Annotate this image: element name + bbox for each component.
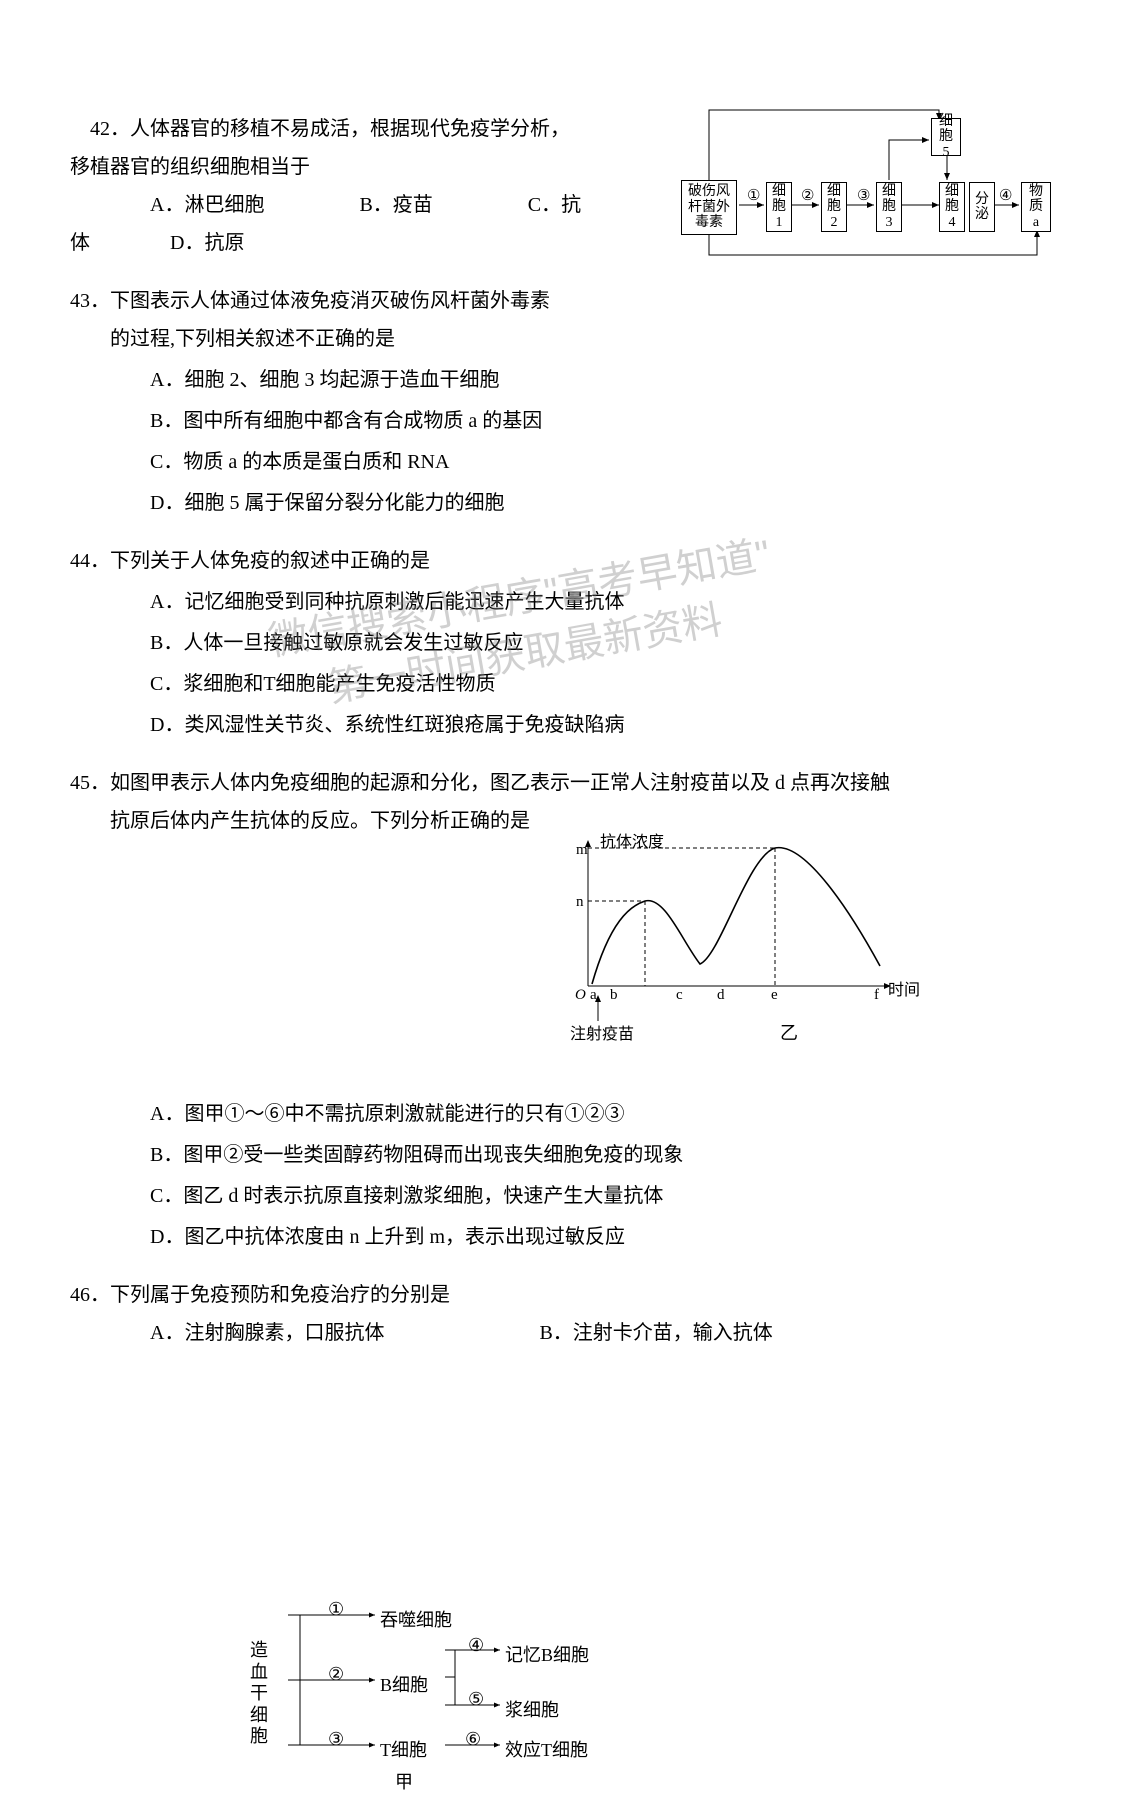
question-45: 45．如图甲表示人体内免疫细胞的起源和分化，图乙表示一正常人注射疫苗以及 d 点… (70, 764, 1059, 1256)
immune-flow-diagram: ① ② ③ ④ 破伤风 杆菌外 毒素 细 胞 1 细 胞 2 细 胞 3 细 胞… (679, 100, 1059, 270)
svg-text:O: O (575, 987, 586, 1003)
yi-svg: m n O a b c d e f (570, 836, 910, 1036)
figure-yi: m n O a b c d e f 抗体浓度 时间 注射疫苗 乙 (570, 836, 930, 1056)
svg-text:e: e (771, 987, 778, 1003)
q42-optA: A．淋巴细胞 (150, 186, 264, 224)
q46-stem: 下列属于免疫预防和免疫治疗的分别是 (110, 1284, 450, 1306)
svg-text:①: ① (747, 188, 760, 204)
q44-optC: C．浆细胞和T细胞能产生免疫活性物质 (150, 665, 1059, 703)
q43-optA: A．细胞 2、细胞 3 均起源于造血干细胞 (150, 361, 1059, 399)
svg-text:a: a (590, 987, 597, 1003)
svg-text:f: f (874, 987, 879, 1003)
jia-c2: ② (328, 1657, 344, 1691)
figure-jia: 造 血 干 细 胞 吞噬细胞 B细胞 T细胞 记忆B细胞 浆细胞 效应T细胞 ①… (250, 1590, 600, 1810)
svg-text:③: ③ (857, 188, 870, 204)
jia-caption: 甲 (395, 1765, 413, 1799)
q45-optC: C．图乙 d 时表示抗原直接刺激浆细胞，快速产生大量抗体 (150, 1177, 1059, 1215)
yi-caption: 乙 (780, 1016, 798, 1050)
jia-c6: ⑥ (465, 1722, 481, 1756)
jia-n2: B细胞 (380, 1668, 428, 1702)
jia-n4: 记忆B细胞 (505, 1638, 589, 1672)
svg-text:④: ④ (999, 188, 1012, 204)
node-substance-a: 物 质 a (1021, 182, 1051, 232)
question-44: 44．下列关于人体免疫的叙述中正确的是 A．记忆细胞受到同种抗原刺激后能迅速产生… (70, 542, 1059, 744)
q42-stem-line2: 移植器官的组织细胞相当于 (70, 156, 310, 178)
q43-optC: C．物质 a 的本质是蛋白质和 RNA (150, 443, 1059, 481)
jia-c4: ④ (468, 1628, 484, 1662)
q46-number: 46． (70, 1284, 110, 1306)
svg-text:c: c (676, 987, 683, 1003)
svg-text:n: n (576, 894, 584, 910)
node-toxin: 破伤风 杆菌外 毒素 (681, 180, 737, 235)
q44-number: 44． (70, 550, 110, 572)
q43-number: 43． (70, 290, 110, 312)
q43-stem2: 的过程,下列相关叙述不正确的是 (70, 320, 1059, 358)
q43-optD: D．细胞 5 属于保留分裂分化能力的细胞 (150, 484, 1059, 522)
svg-text:m: m (576, 842, 588, 858)
jia-root: 造 血 干 细 胞 (250, 1640, 272, 1748)
question-46: 46．下列属于免疫预防和免疫治疗的分别是 A．注射胸腺素，口服抗体 B．注射卡介… (70, 1276, 1059, 1352)
q45-optA: A．图甲①～⑥中不需抗原刺激就能进行的只有①②③ (150, 1095, 1059, 1133)
q44-stem: 下列关于人体免疫的叙述中正确的是 (110, 550, 430, 572)
node-cell2: 细 胞 2 (821, 182, 847, 232)
question-43: 43．下图表示人体通过体液免疫消灭破伤风杆菌外毒素 的过程,下列相关叙述不正确的… (70, 282, 1059, 522)
q42-stem: 42．人体器官的移植不易成活，根据现代免疫学分析， (70, 110, 659, 148)
q44-optB: B．人体一旦接触过敏原就会发生过敏反应 (150, 624, 1059, 662)
svg-text:②: ② (801, 188, 814, 204)
q45-optB: B．图甲②受一些类固醇药物阻碍而出现丧失细胞免疫的现象 (150, 1136, 1059, 1174)
jia-c5: ⑤ (468, 1682, 484, 1716)
q43-optB: B．图中所有细胞中都含有合成物质 a 的基因 (150, 402, 1059, 440)
node-cell5: 细 胞 5 (931, 118, 961, 156)
q42-optC: C．抗 (528, 194, 581, 216)
q42-optD: D．抗原 (170, 232, 244, 254)
node-cell3: 细 胞 3 (876, 182, 902, 232)
yi-inject: 注射疫苗 (570, 1020, 634, 1050)
jia-n6: 效应T细胞 (505, 1733, 588, 1767)
q45-stem2: 抗原后体内产生抗体的反应。下列分析正确的是 (70, 802, 1059, 840)
jia-c3: ③ (328, 1722, 344, 1756)
q42-optB: B．疫苗 (359, 186, 432, 224)
node-cell4: 细 胞 4 (939, 182, 965, 232)
q44-optD: D．类风湿性关节炎、系统性红斑狼疮属于免疫缺陷病 (150, 706, 1059, 744)
q45-number: 45． (70, 772, 110, 794)
q45-stem1: 如图甲表示人体内免疫细胞的起源和分化，图乙表示一正常人注射疫苗以及 d 点再次接… (110, 772, 890, 794)
q42-optC-cont: 体 (70, 232, 90, 254)
svg-text:b: b (610, 987, 618, 1003)
q46-optB: B．注射卡介苗，输入抗体 (539, 1314, 772, 1352)
node-secrete: 分 泌 (969, 182, 995, 232)
svg-text:d: d (717, 987, 725, 1003)
yi-ylabel: 抗体浓度 (600, 828, 664, 858)
jia-n1: 吞噬细胞 (380, 1603, 452, 1637)
jia-c1: ① (328, 1592, 344, 1626)
node-cell1: 细 胞 1 (766, 182, 792, 232)
q46-optA: A．注射胸腺素，口服抗体 (150, 1314, 384, 1352)
yi-xlabel: 时间 (888, 976, 920, 1006)
jia-n5: 浆细胞 (505, 1693, 559, 1727)
jia-n3: T细胞 (380, 1733, 427, 1767)
q44-optA: A．记忆细胞受到同种抗原刺激后能迅速产生大量抗体 (150, 583, 1059, 621)
q43-stem1: 下图表示人体通过体液免疫消灭破伤风杆菌外毒素 (110, 290, 550, 312)
q45-optD: D．图乙中抗体浓度由 n 上升到 m，表示出现过敏反应 (150, 1218, 1059, 1256)
